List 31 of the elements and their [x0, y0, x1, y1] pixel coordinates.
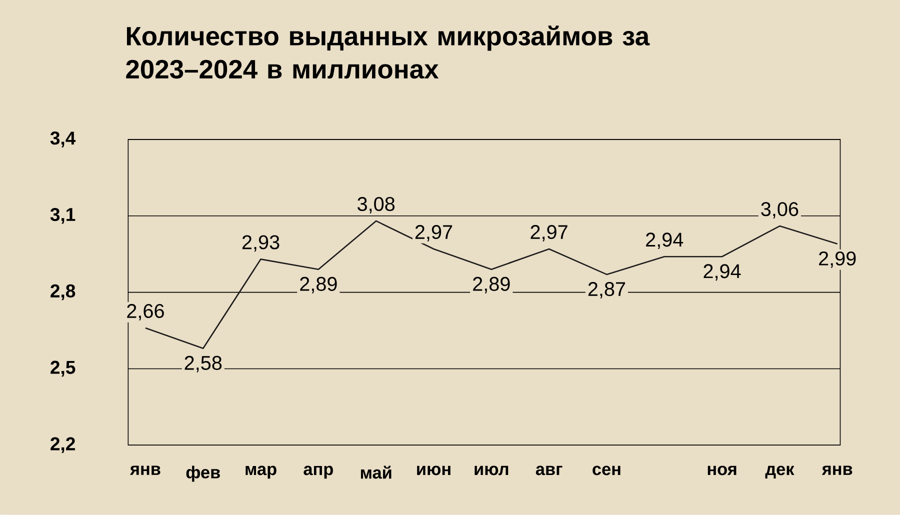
x-tick-label: ноя — [708, 466, 736, 476]
data-label: 2,89 — [300, 276, 337, 294]
x-tick-label: янв — [130, 466, 160, 475]
data-label: 2,97 — [415, 225, 452, 242]
x-tick-label: авг — [536, 466, 562, 476]
data-label: 2,99 — [819, 252, 856, 268]
x-tick-label: дек — [765, 466, 794, 479]
data-label: 2,66 — [127, 304, 164, 320]
data-label: 2,89 — [473, 276, 510, 294]
x-tick-label: фев — [186, 466, 220, 482]
y-tick-label: 2,5 — [50, 360, 76, 377]
data-label: 2,94 — [646, 232, 684, 250]
data-label: 3,08 — [358, 197, 395, 214]
x-tick-label: июн — [417, 466, 450, 476]
data-label: 2,94 — [704, 264, 741, 281]
x-tick-label: май — [360, 466, 392, 479]
y-tick-label: 3,4 — [50, 132, 76, 148]
y-tick-label: 2,2 — [50, 437, 75, 454]
data-label: 2,93 — [242, 235, 280, 252]
data-label: 2,97 — [530, 225, 568, 242]
chart-title: Количество выданных микрозаймов за 2023–2024 в миллионах — [126, 26, 650, 79]
y-tick-label: 2,8 — [50, 284, 76, 300]
data-label: 2,87 — [588, 282, 626, 298]
data-label: 3,06 — [761, 202, 798, 219]
data-label: 2,58 — [184, 356, 222, 372]
y-tick-label: 3,1 — [50, 208, 76, 224]
x-tick-label: июл — [474, 466, 508, 476]
x-tick-label: сен — [592, 466, 620, 476]
x-tick-label: янв — [822, 466, 852, 475]
x-tick-label: мар — [246, 466, 276, 479]
x-tick-label: апр — [304, 466, 333, 479]
